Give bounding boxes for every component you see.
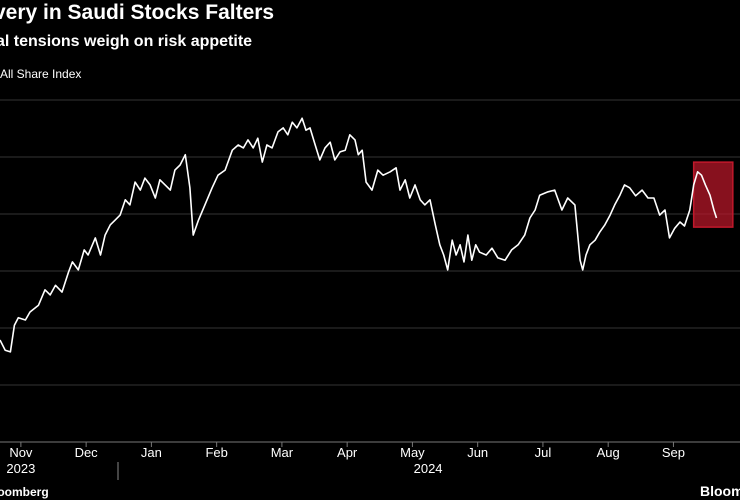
chart-subtitle: al tensions weigh on risk appetite [0, 33, 252, 50]
x-tick-label: Apr [337, 445, 358, 460]
source: loomberg [0, 485, 49, 499]
x-tick-label: Aug [597, 445, 620, 460]
x-tick-label: Sep [662, 445, 685, 460]
x-tick-label: Dec [75, 445, 99, 460]
x-tick-label: Jun [467, 445, 488, 460]
brand: Bloom [700, 483, 740, 499]
highlight-box [692, 161, 734, 228]
x-tick-label: Jul [535, 445, 552, 460]
chart-title: very in Saudi Stocks Falters [0, 1, 274, 24]
series-line [0, 117, 718, 353]
year-label: 2024 [414, 461, 443, 476]
x-tick-label: Nov [9, 445, 33, 460]
x-tick-label: Mar [271, 445, 294, 460]
x-tick-label: Jan [141, 445, 162, 460]
x-tick-label: Feb [205, 445, 227, 460]
year-label: 2023 [6, 461, 35, 476]
x-tick-label: May [400, 445, 425, 460]
legend-label: All Share Index [0, 67, 81, 81]
